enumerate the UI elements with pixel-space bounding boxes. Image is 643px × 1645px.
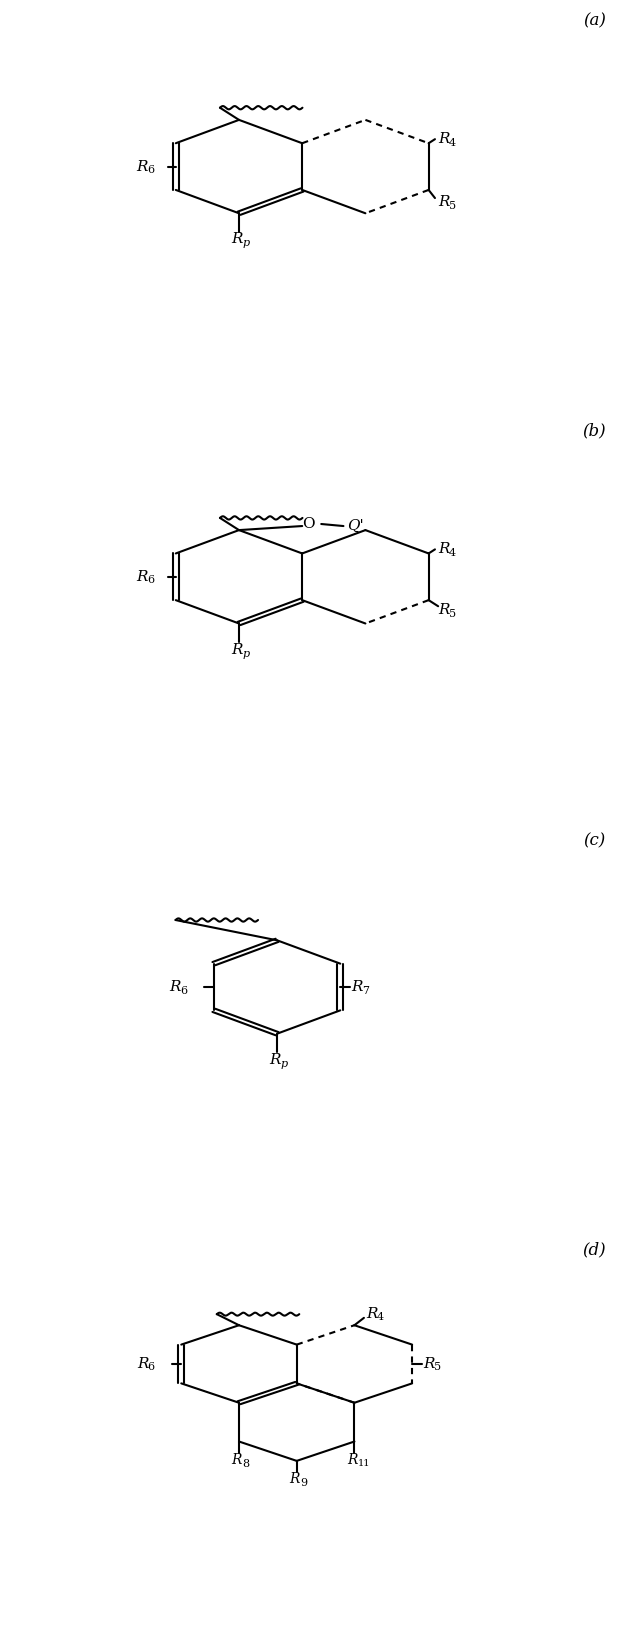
Text: 7: 7: [363, 985, 370, 995]
Text: R: R: [137, 1357, 149, 1370]
Text: (d): (d): [583, 1240, 606, 1258]
Text: p: p: [280, 1059, 287, 1069]
Text: 11: 11: [358, 1459, 370, 1467]
Text: R: R: [438, 543, 449, 556]
Text: 6: 6: [148, 1362, 155, 1372]
Text: (c): (c): [583, 832, 606, 849]
Text: R: R: [366, 1308, 377, 1321]
Text: p: p: [242, 237, 249, 247]
Text: R: R: [352, 980, 363, 994]
Text: R: R: [136, 569, 148, 584]
Text: R: R: [438, 196, 449, 209]
Text: R: R: [136, 160, 148, 174]
Text: 5: 5: [449, 201, 456, 211]
Text: 4: 4: [449, 138, 456, 148]
Text: p: p: [242, 648, 249, 658]
Text: R: R: [347, 1453, 358, 1467]
Text: 5: 5: [449, 609, 456, 619]
Text: 4: 4: [377, 1313, 384, 1323]
Text: 8: 8: [242, 1459, 249, 1469]
Text: 6: 6: [147, 576, 154, 586]
Text: R: R: [289, 1472, 300, 1487]
Text: 9: 9: [300, 1477, 307, 1489]
Text: R: R: [231, 643, 243, 656]
Text: R: R: [438, 604, 449, 617]
Text: O: O: [302, 517, 315, 531]
Text: R: R: [438, 132, 449, 146]
Text: (b): (b): [583, 423, 606, 439]
Text: R: R: [231, 1453, 242, 1467]
Text: R: R: [269, 1053, 281, 1068]
Text: R: R: [231, 232, 243, 245]
Text: (a): (a): [583, 12, 606, 30]
Text: 6: 6: [180, 985, 187, 995]
Text: 4: 4: [449, 548, 456, 558]
Text: Q': Q': [347, 520, 363, 533]
Text: R: R: [170, 980, 181, 994]
Text: 5: 5: [434, 1362, 442, 1372]
Text: R: R: [424, 1357, 435, 1370]
Text: 6: 6: [147, 164, 154, 176]
